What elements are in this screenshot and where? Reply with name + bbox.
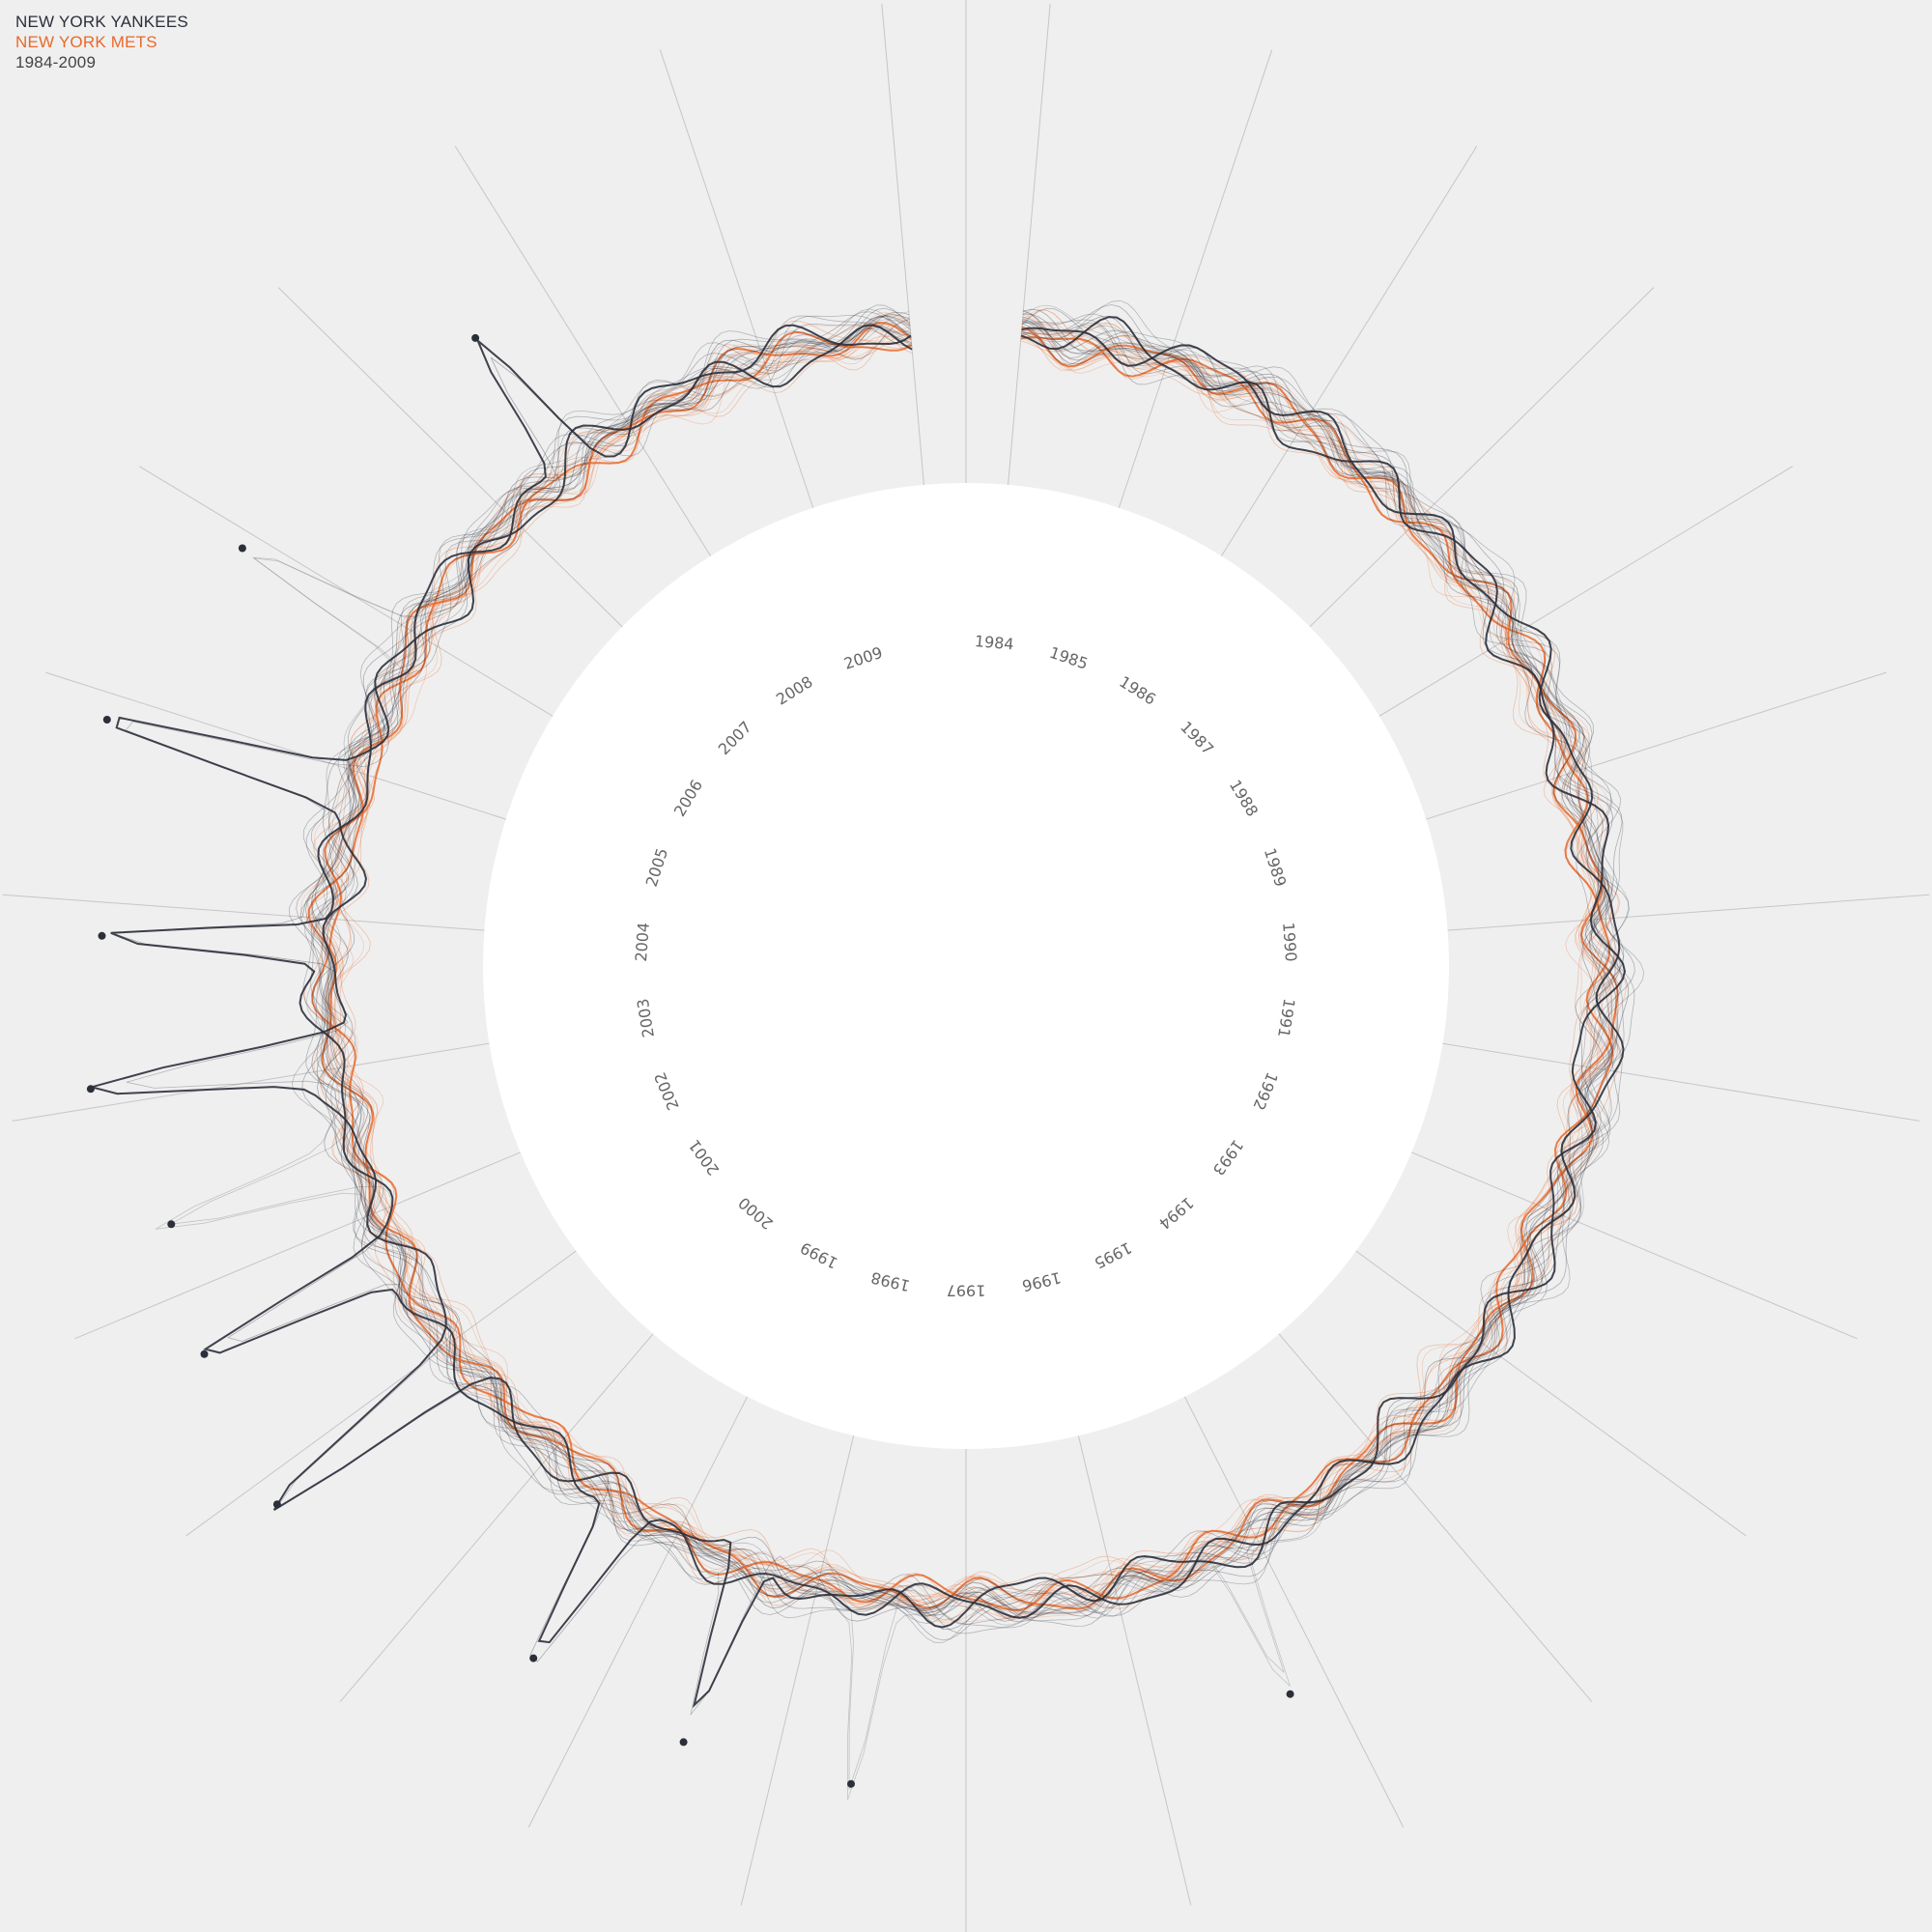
mets-line <box>306 313 1613 1619</box>
yankees-line <box>125 322 1615 1716</box>
yankees-line <box>110 315 1617 1662</box>
yankees-line <box>291 299 1645 1644</box>
series-mets <box>299 309 1627 1624</box>
yankees-line <box>323 325 1616 1620</box>
mets-line <box>321 322 1619 1624</box>
legend: NEW YORK YANKEES NEW YORK METS 1984-2009 <box>15 12 188 72</box>
yankees-line <box>302 313 1624 1634</box>
yankees-line <box>314 308 1613 1623</box>
yankees-peak-marker <box>200 1350 209 1358</box>
yankees-line <box>311 313 1614 1619</box>
yankees-line <box>316 327 1623 1616</box>
mets-line <box>327 309 1620 1620</box>
yankees-line <box>316 326 1623 1616</box>
yankees-peak-marker <box>1286 1690 1294 1698</box>
yankees-line <box>155 304 1630 1801</box>
mets-line <box>320 323 1617 1622</box>
yankees-peak-marker <box>238 544 246 553</box>
yankees-peak-marker <box>847 1779 855 1788</box>
yankees-line <box>296 307 1625 1622</box>
yankees-line <box>88 316 1627 1709</box>
mets-line <box>325 326 1612 1606</box>
mets-line <box>325 335 1605 1598</box>
yankees-peak-marker <box>86 1085 95 1094</box>
yankees-line <box>311 319 1613 1612</box>
yankees-line <box>301 304 1635 1641</box>
mets-line <box>311 323 1610 1606</box>
yankees-peak-marker <box>529 1654 538 1662</box>
mets-line <box>307 315 1616 1616</box>
year-label: 1997 <box>947 1282 986 1300</box>
year-label: 2004 <box>632 922 653 962</box>
mets-line <box>326 321 1613 1610</box>
legend-team-a: NEW YORK YANKEES <box>15 13 188 31</box>
yankees-peak-marker <box>679 1738 688 1747</box>
yankees-peak-marker <box>272 1500 281 1509</box>
legend-year-range: 1984-2009 <box>15 53 97 71</box>
yankees-line <box>305 315 1619 1615</box>
yankees-peak-marker <box>167 1220 176 1229</box>
yankees-line <box>288 304 1635 1627</box>
mets-line <box>313 324 1615 1623</box>
mets-line <box>310 324 1613 1606</box>
yankees-line <box>110 324 1625 1644</box>
yankees-line <box>312 307 1630 1622</box>
yankees-peak-marker <box>98 931 106 940</box>
series-yankees <box>86 299 1645 1801</box>
yankees-peak-marker <box>471 333 480 342</box>
mets-line <box>327 309 1621 1618</box>
mets-line <box>303 320 1621 1620</box>
yankees-line <box>316 316 1621 1631</box>
mets-line <box>307 321 1619 1610</box>
yankees-line <box>299 316 1629 1617</box>
legend-team-b: NEW YORK METS <box>15 33 157 51</box>
yankees-peak-marker <box>102 716 111 724</box>
yankees-line <box>302 315 1625 1629</box>
yankees-line <box>170 329 1619 1790</box>
year-label: 1984 <box>974 632 1014 653</box>
center-disc <box>483 483 1449 1449</box>
year-label: 1990 <box>1279 922 1300 962</box>
mets-line <box>316 333 1610 1611</box>
